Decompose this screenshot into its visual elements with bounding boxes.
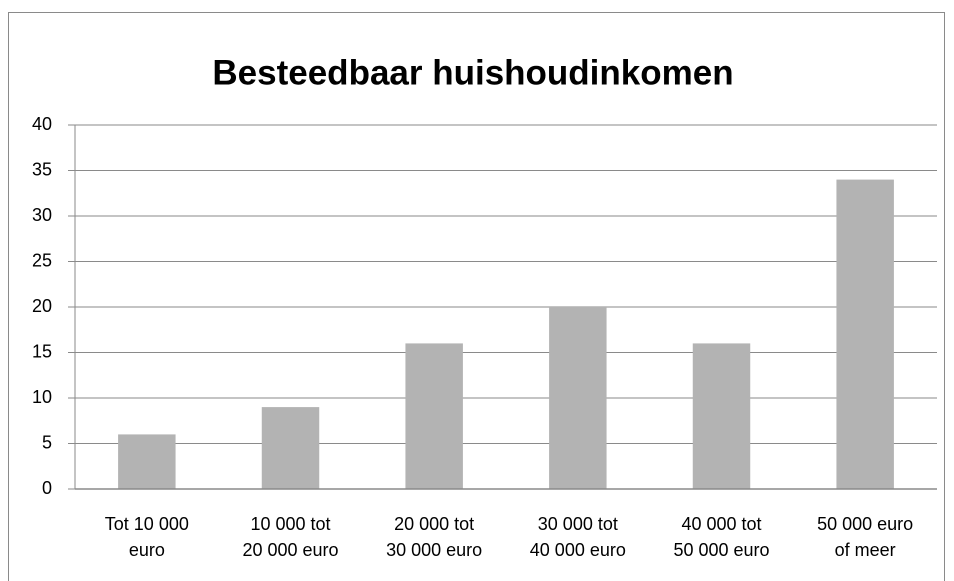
bar <box>692 343 751 489</box>
bar <box>405 343 463 489</box>
x-tick-label: 20 000 tot 30 000 euro <box>386 514 483 560</box>
x-tick-label: 10 000 tot 20 000 euro <box>242 514 339 560</box>
y-tick-label: 25 <box>32 250 52 270</box>
bar <box>261 407 320 489</box>
bar <box>836 179 894 489</box>
y-tick-label: 40 <box>32 114 52 134</box>
x-tick-label: Tot 10 000 euro <box>104 514 189 560</box>
y-tick-label: 10 <box>32 387 52 407</box>
chart-frame <box>8 12 945 581</box>
bar <box>549 307 607 489</box>
bar <box>118 434 176 489</box>
x-tick-label: 30 000 tot 40 000 euro <box>529 514 626 560</box>
y-tick-label: 30 <box>32 205 52 225</box>
y-tick-label: 5 <box>42 432 52 452</box>
y-tick-label: 20 <box>32 296 52 316</box>
y-tick-label: 15 <box>32 341 52 361</box>
x-tick-label: 40 000 tot 50 000 euro <box>673 514 770 560</box>
x-tick-label: 50 000 euro of meer <box>817 514 914 560</box>
chart-title: Besteedbaar huishoudinkomen <box>212 53 733 92</box>
y-tick-label: 0 <box>42 478 52 498</box>
y-tick-label: 35 <box>32 159 52 179</box>
